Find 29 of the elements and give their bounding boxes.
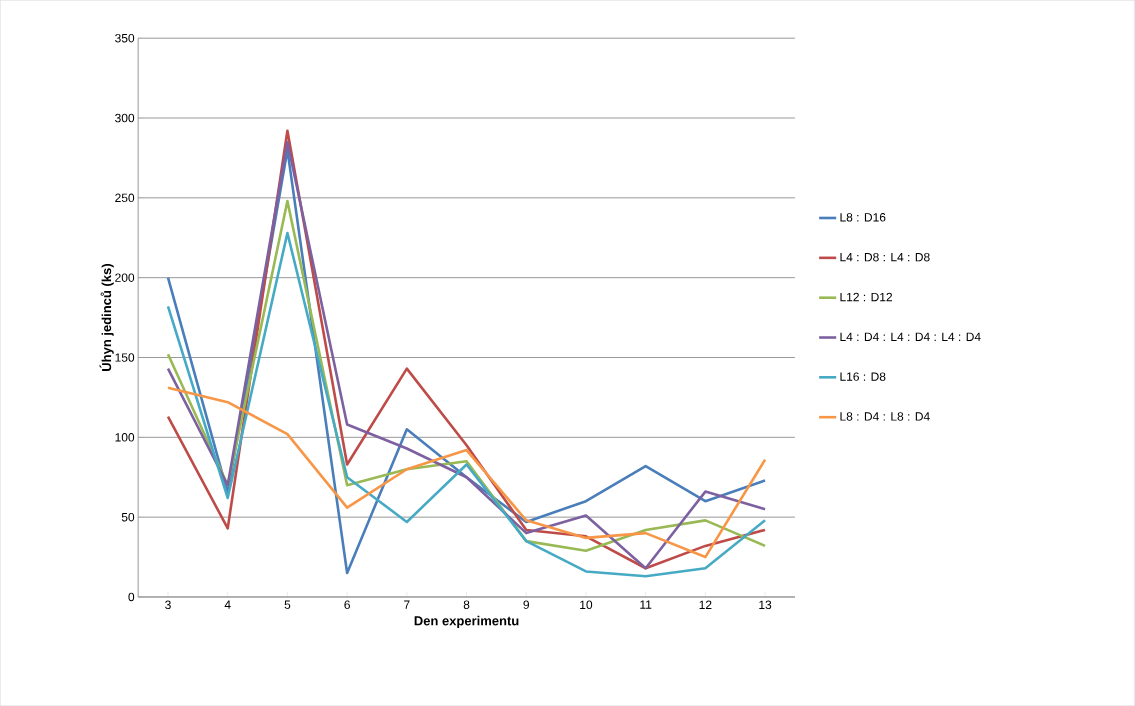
x-tick-label: 8 bbox=[463, 600, 470, 609]
x-tick-label: 6 bbox=[344, 600, 350, 609]
legend-label: L4 : D8 : L4 : D8 bbox=[840, 252, 930, 262]
y-tick-label: 50 bbox=[121, 512, 135, 522]
x-tick-label: 10 bbox=[580, 600, 593, 609]
x-tick-label: 4 bbox=[224, 600, 231, 609]
legend-label: L4 : D4 : L4 : D4 : L4 : D4 bbox=[840, 332, 981, 341]
y-tick-label: 350 bbox=[115, 33, 135, 43]
x-tick-label: 9 bbox=[523, 600, 530, 609]
line-series bbox=[166, 231, 767, 578]
x-axis-title: Den experimentu bbox=[414, 615, 519, 628]
y-tick-label: 250 bbox=[115, 193, 135, 203]
x-tick-label: 12 bbox=[699, 600, 712, 609]
legend-label: L16 : D8 bbox=[840, 372, 886, 381]
x-tick-label: 5 bbox=[284, 600, 291, 609]
y-tick-label: 300 bbox=[115, 113, 135, 123]
y-tick-label: 100 bbox=[115, 433, 135, 442]
legend-label: L8 : D4 : L8 : D4 bbox=[840, 412, 930, 421]
legend-label: L12 : D12 bbox=[840, 292, 892, 302]
y-tick-label: 200 bbox=[115, 273, 135, 282]
y-tick-label: 0 bbox=[128, 592, 135, 602]
legend-label: L8 : D16 bbox=[840, 212, 886, 222]
line-series bbox=[166, 386, 767, 559]
x-tick-label: 13 bbox=[759, 600, 772, 609]
x-tick-label: 11 bbox=[640, 600, 652, 609]
y-axis-title: Úhyn jedinců (ks) bbox=[99, 264, 114, 371]
x-tick-label: 3 bbox=[165, 600, 171, 609]
y-tick-label: 150 bbox=[115, 353, 135, 362]
x-tick-label: 7 bbox=[404, 600, 410, 609]
